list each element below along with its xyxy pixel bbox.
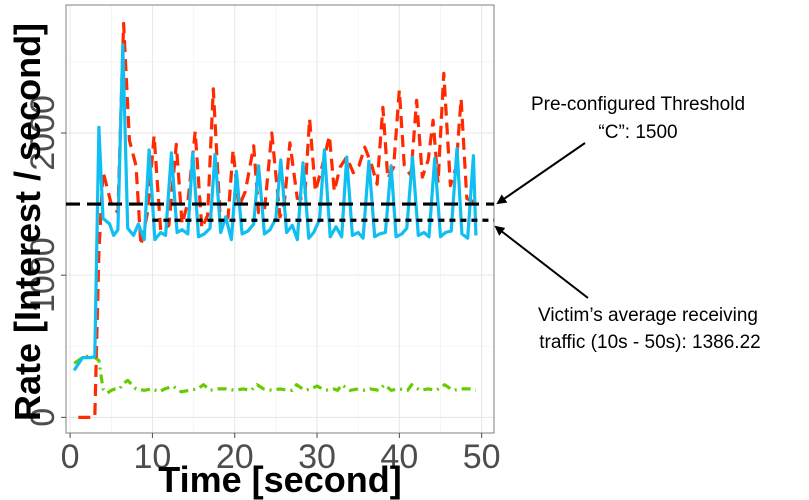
x-tick-label: 0 <box>61 438 80 476</box>
average-annotation-arrow <box>494 225 589 299</box>
x-tick-label: 30 <box>298 438 336 476</box>
x-tick-label: 10 <box>134 438 172 476</box>
x-tick-label: 40 <box>380 438 418 476</box>
average-annotation-line-1: Victim’s average receiving <box>538 305 758 326</box>
series-line-solid <box>72 43 478 372</box>
y-axis-ticks: 0 1000 2000 <box>24 95 66 427</box>
y-axis-title: Rate [Interest / second] <box>7 23 48 421</box>
threshold-annotation-line-1: Pre-configured Threshold <box>531 94 745 115</box>
y-tick-label: 1000 <box>24 237 62 313</box>
threshold-annotation-line-2: “C”: 1500 <box>598 122 677 143</box>
plot-panel-border <box>65 4 495 434</box>
x-tick-label: 50 <box>463 438 501 476</box>
threshold-annotation-arrow <box>496 142 586 205</box>
average-annotation-line-2: traffic (10s - 50s): 1386.22 <box>539 332 760 353</box>
y-tick-label: 2000 <box>24 95 62 171</box>
x-tick-label: 20 <box>216 438 254 476</box>
series-line-dashdot <box>73 354 477 395</box>
threshold-layer <box>66 202 494 222</box>
x-axis-title: Time [second] <box>158 459 401 500</box>
x-axis-ticks: 0 10 20 30 40 50 <box>61 433 501 476</box>
y-tick-label: 0 <box>24 408 62 427</box>
